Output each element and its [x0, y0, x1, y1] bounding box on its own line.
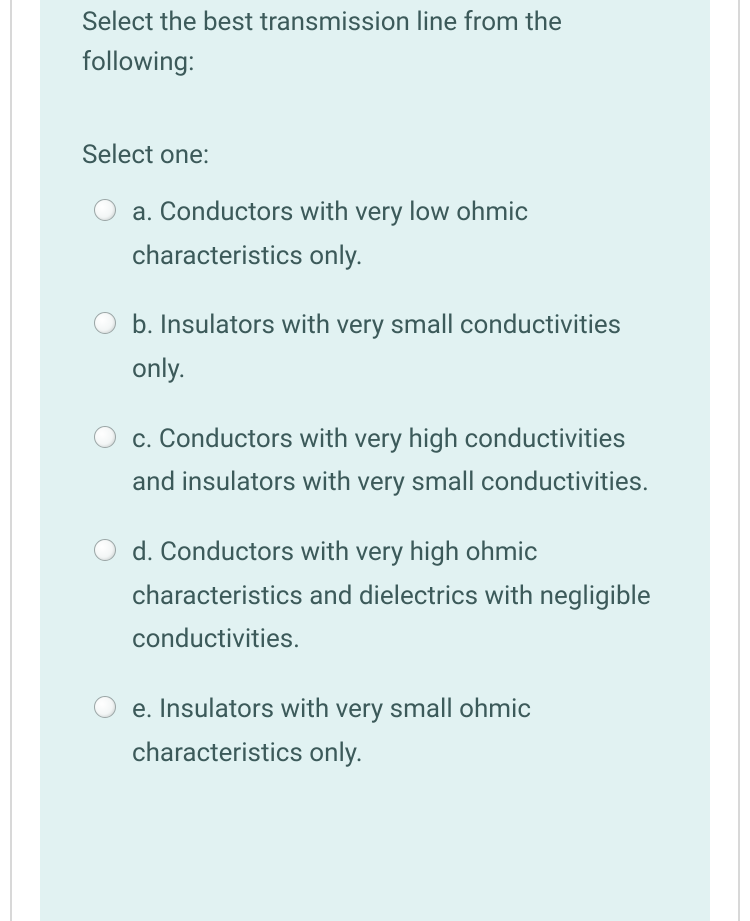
option-label: Conductors with very low ohmic character… — [132, 197, 528, 271]
option-letter: c. — [132, 424, 152, 454]
radio-wrap — [82, 304, 132, 338]
question-box: Select the best transmission line from t… — [40, 0, 710, 921]
radio-wrap — [82, 531, 132, 565]
option-d[interactable]: d. Conductors with very high ohmic chara… — [82, 531, 668, 662]
option-b[interactable]: b. Insulators with very small conductivi… — [82, 304, 668, 391]
option-letter: e. — [132, 694, 153, 724]
option-label: Conductors with very high ohmic characte… — [132, 537, 651, 654]
option-letter: b. — [132, 310, 153, 340]
option-text: e. Insulators with very small ohmic char… — [132, 688, 668, 775]
option-letter: d. — [132, 537, 154, 567]
option-c[interactable]: c. Conductors with very high conductivit… — [82, 418, 668, 505]
option-label: Insulators with very small conductivitie… — [132, 310, 621, 384]
radio-icon[interactable] — [94, 426, 116, 448]
option-text: c. Conductors with very high conductivit… — [132, 418, 668, 505]
radio-wrap — [82, 418, 132, 452]
question-text: Select the best transmission line from t… — [82, 0, 668, 83]
option-e[interactable]: e. Insulators with very small ohmic char… — [82, 688, 668, 775]
option-text: d. Conductors with very high ohmic chara… — [132, 531, 668, 662]
radio-icon[interactable] — [94, 696, 116, 718]
option-label: Conductors with very high conductivities… — [132, 424, 649, 498]
option-text: b. Insulators with very small conductivi… — [132, 304, 668, 391]
select-one-label: Select one: — [82, 137, 668, 173]
radio-wrap — [82, 191, 132, 225]
option-letter: a. — [132, 197, 153, 227]
radio-icon[interactable] — [94, 539, 116, 561]
option-text: a. Conductors with very low ohmic charac… — [132, 191, 668, 278]
radio-wrap — [82, 688, 132, 722]
radio-icon[interactable] — [94, 199, 116, 221]
outer-frame: Select the best transmission line from t… — [10, 0, 740, 921]
radio-icon[interactable] — [94, 312, 116, 334]
option-label: Insulators with very small ohmic charact… — [132, 694, 531, 768]
option-a[interactable]: a. Conductors with very low ohmic charac… — [82, 191, 668, 278]
